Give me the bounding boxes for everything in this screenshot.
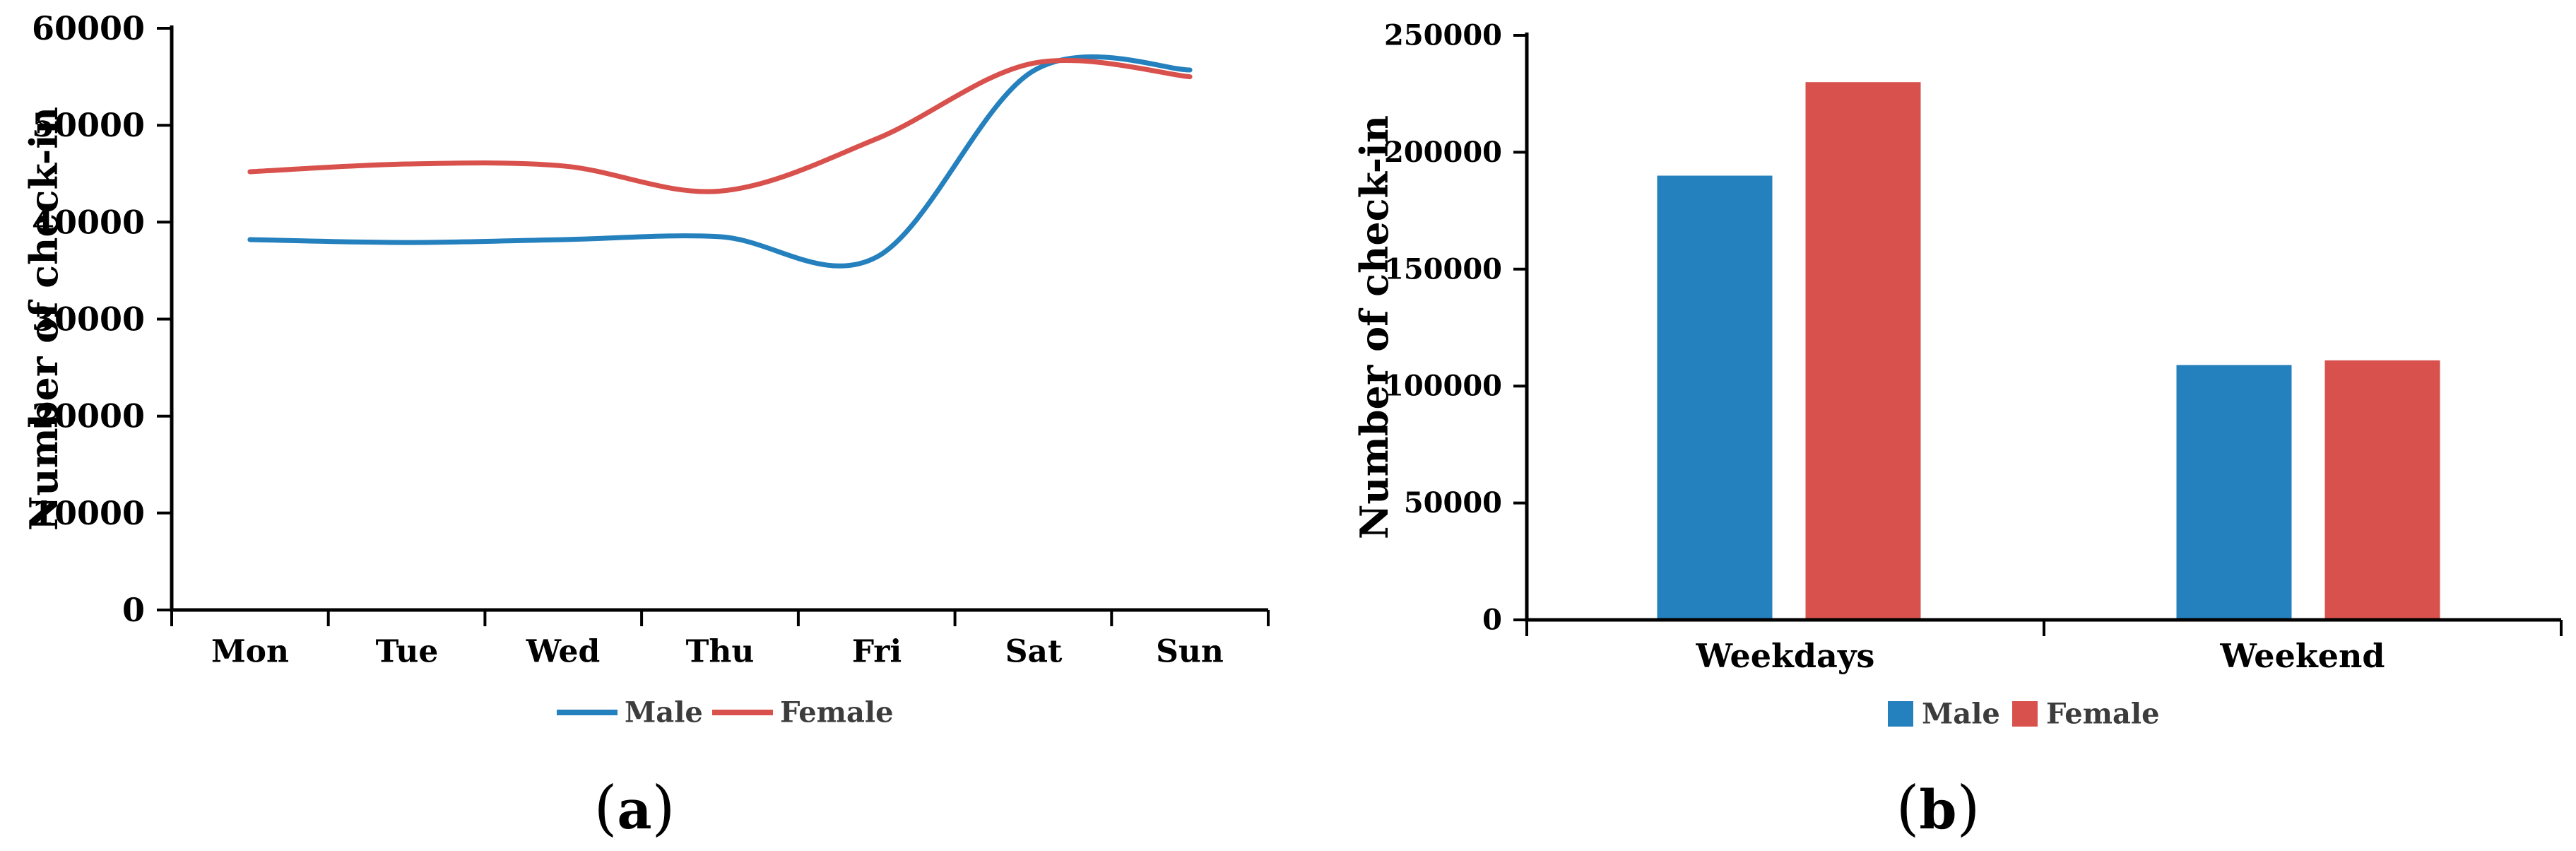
- chart-a-ytick-label: 40000: [32, 203, 145, 241]
- chart-a-legend: Male Female: [557, 696, 894, 729]
- caption-b: (b): [1896, 773, 1980, 843]
- chart-a-ytick-label: 60000: [32, 9, 145, 47]
- chart-a-y-axis-title: Number of check-in: [21, 107, 66, 531]
- chart-b-legend-female-label: Female: [2046, 698, 2160, 731]
- caption-a: (a): [594, 773, 675, 843]
- chart-b-ytick-label: 150000: [1384, 252, 1502, 286]
- chart-b-bar-female-weekdays: [1805, 82, 1921, 621]
- chart-b-legend-male-label: Male: [1922, 698, 2000, 731]
- chart-b: 250000 200000 150000 100000 50000 0 Week…: [1352, 19, 2563, 843]
- chart-a: 60000 50000 40000 30000 20000 10000 0 Mo…: [21, 9, 1270, 843]
- chart-b-bar-female-weekend: [2324, 360, 2440, 621]
- chart-a-ytick-label: 50000: [32, 106, 145, 144]
- chart-b-ytick-label: 100000: [1384, 370, 1502, 403]
- chart-a-xtick-label: Tue: [376, 634, 439, 670]
- chart-a-male-line: [247, 54, 1193, 269]
- male-square-swatch: [1888, 701, 1913, 727]
- chart-a-xtick-label: Fri: [852, 634, 902, 670]
- chart-b-xtick-label: Weekdays: [1696, 637, 1875, 675]
- chart-a-legend-male-label: Male: [625, 696, 703, 729]
- chart-b-xtick-label: Weekend: [2219, 637, 2385, 675]
- chart-a-xtick-label: Sat: [1005, 634, 1063, 670]
- chart-a-female-line: [247, 57, 1193, 194]
- chart-a-ytick-label: 30000: [32, 300, 145, 339]
- chart-b-bar-male-weekend: [2176, 365, 2292, 621]
- chart-a-xtick-label: Sun: [1156, 634, 1224, 670]
- chart-b-ytick-label: 250000: [1384, 19, 1502, 52]
- chart-b-ytick-label: 0: [1482, 604, 1502, 637]
- chart-a-ytick-label: 0: [122, 591, 145, 629]
- chart-b-bar-male-weekdays: [1657, 175, 1773, 621]
- chart-a-ytick-label: 10000: [32, 494, 145, 532]
- chart-b-ytick-label: 200000: [1384, 136, 1502, 169]
- chart-a-ytick-label: 20000: [32, 397, 145, 435]
- chart-b-y-axis-title: Number of check-in: [1352, 115, 1397, 539]
- chart-a-legend-female-label: Female: [780, 696, 894, 729]
- female-square-swatch: [2012, 701, 2038, 727]
- chart-a-xtick-label: Thu: [686, 634, 755, 670]
- chart-b-legend: Male Female: [1888, 698, 2160, 731]
- chart-a-xtick-label: Mon: [211, 634, 289, 670]
- chart-b-ytick-label: 50000: [1404, 486, 1502, 520]
- chart-a-xtick-label: Wed: [526, 634, 601, 670]
